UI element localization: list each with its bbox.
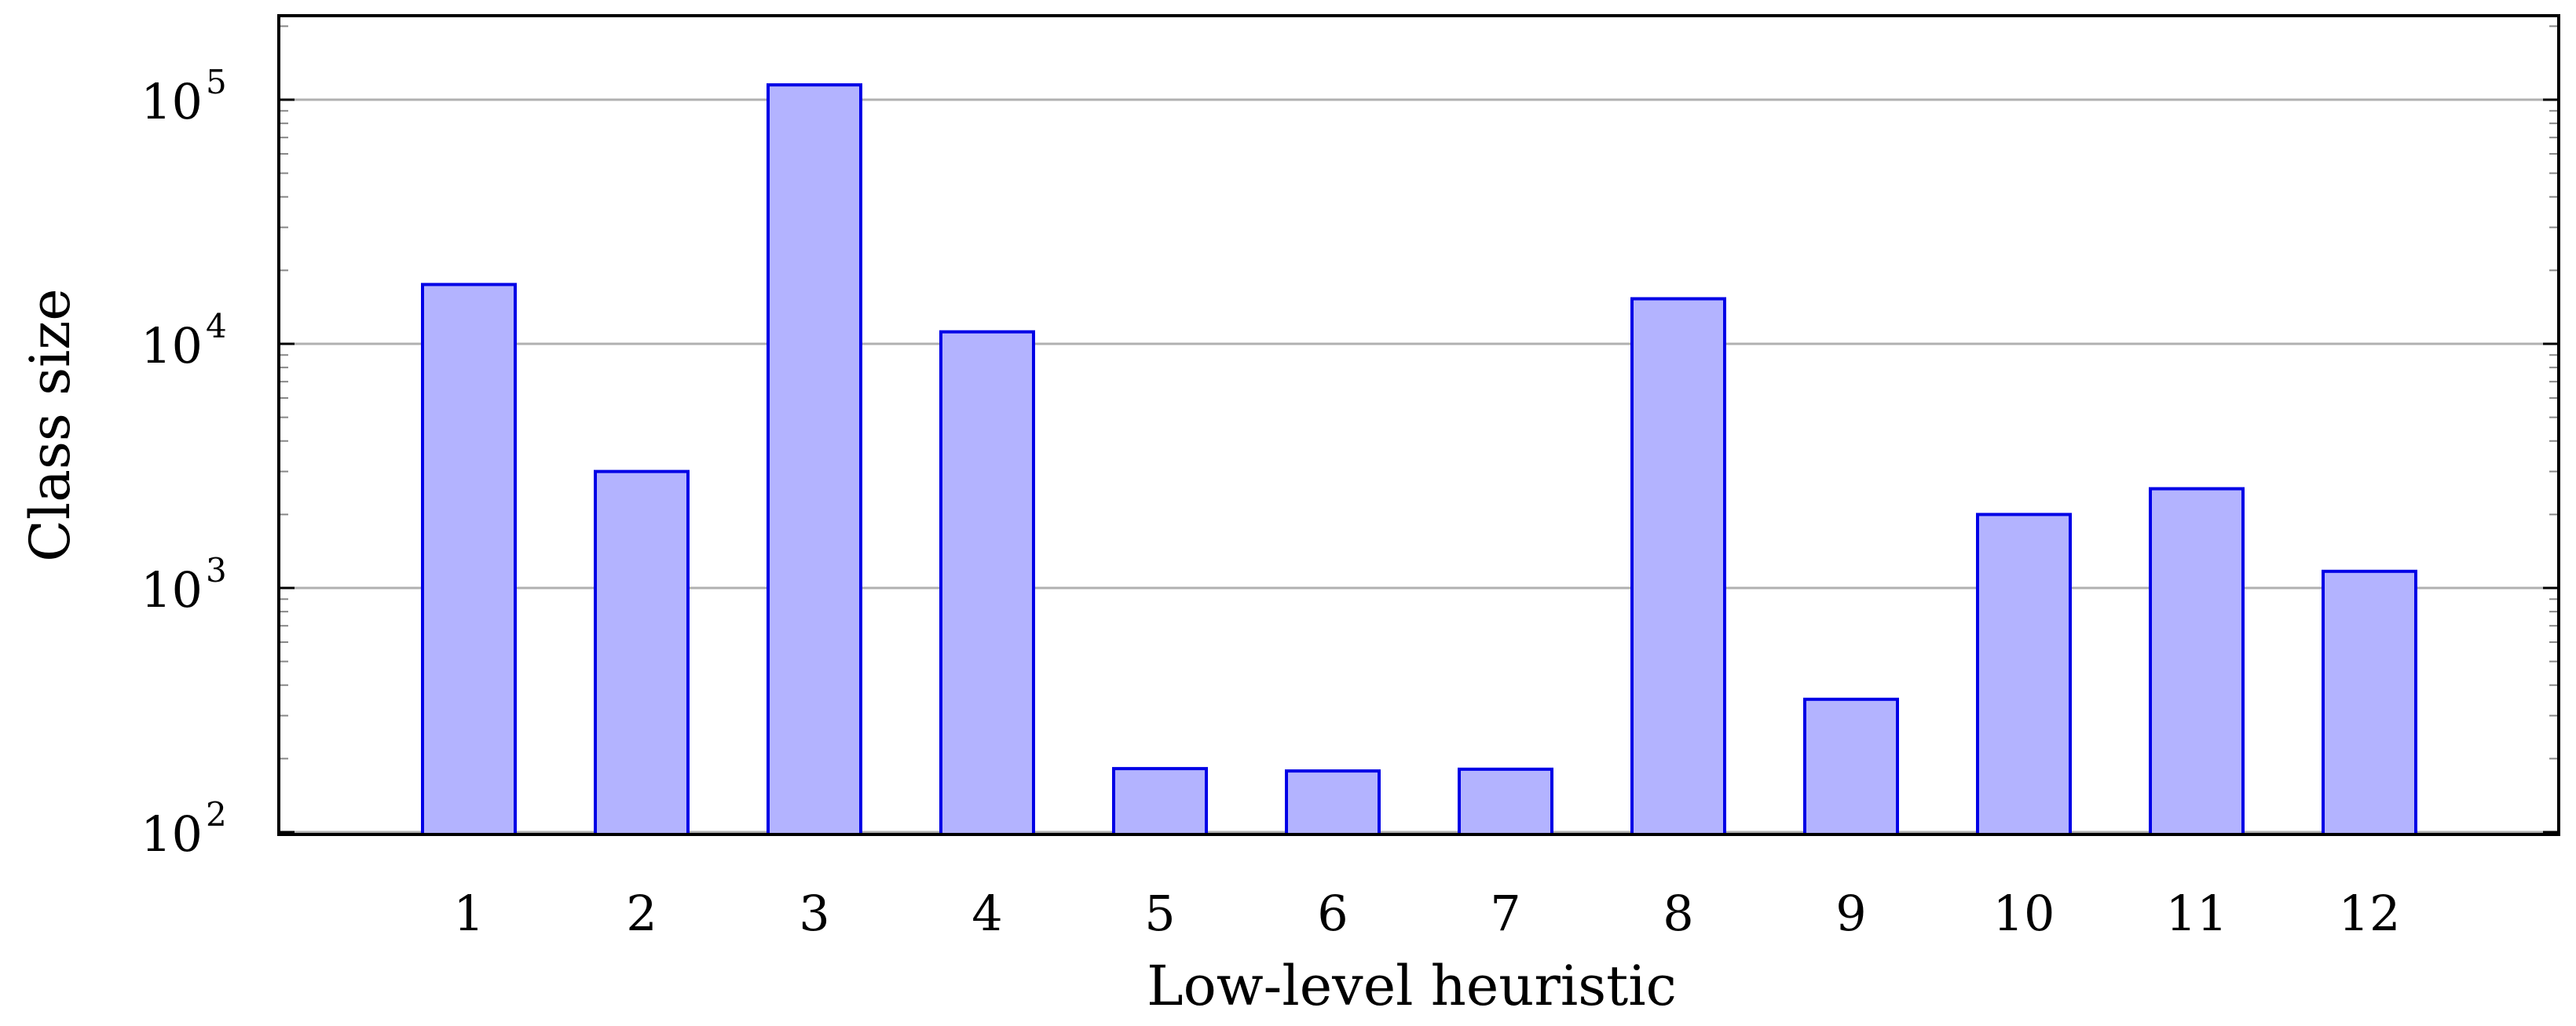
bar-7 [1458,767,1553,836]
y-tick-label: 10 3 [141,551,227,619]
y-tick-label: 10 2 [141,795,227,863]
x-tick-label: 2 [626,885,657,942]
y-tick-base: 10 [141,561,203,619]
bar-10 [1976,513,2072,837]
y-tick-label: 10 5 [141,63,227,130]
bars [421,83,2417,837]
x-tick-labels: 1 2 3 4 5 6 7 8 9 10 11 12 [453,885,2400,942]
x-tick-label: 11 [2166,885,2228,942]
x-tick-label: 6 [1317,885,1348,942]
bar-2 [594,469,690,836]
bar-11 [2149,487,2245,836]
y-tick-label: 10 4 [141,307,227,374]
x-tick-label: 4 [971,885,1002,942]
y-tick-exponent: 5 [206,63,227,101]
x-tick-label: 7 [1490,885,1520,942]
x-tick-label: 9 [1835,885,1866,942]
bar-12 [2322,569,2417,836]
x-tick-label: 8 [1663,885,1693,942]
bar-8 [1630,297,1726,836]
x-tick-label: 3 [799,885,829,942]
x-tick-label: 10 [1993,885,2055,942]
x-axis-label: Low-level heuristic [1147,954,1677,1018]
y-tick-exponent: 2 [206,795,227,834]
x-tick-label: 5 [1144,885,1175,942]
plot-frame [277,14,2560,836]
y-tick-base: 10 [141,317,203,374]
x-tick-label: 12 [2339,885,2401,942]
bar-6 [1285,769,1381,837]
x-tick-label: 1 [453,885,484,942]
y-tick-base: 10 [141,73,203,130]
bar-9 [1803,697,1899,837]
bar-1 [421,283,517,836]
y-tick-exponent: 3 [206,551,227,590]
y-tick-exponent: 4 [206,307,227,345]
bar-5 [1112,767,1208,836]
bar-3 [767,83,862,836]
y-axis-label: Class size [18,288,82,561]
y-tick-base: 10 [141,805,203,863]
bar-4 [939,330,1035,837]
